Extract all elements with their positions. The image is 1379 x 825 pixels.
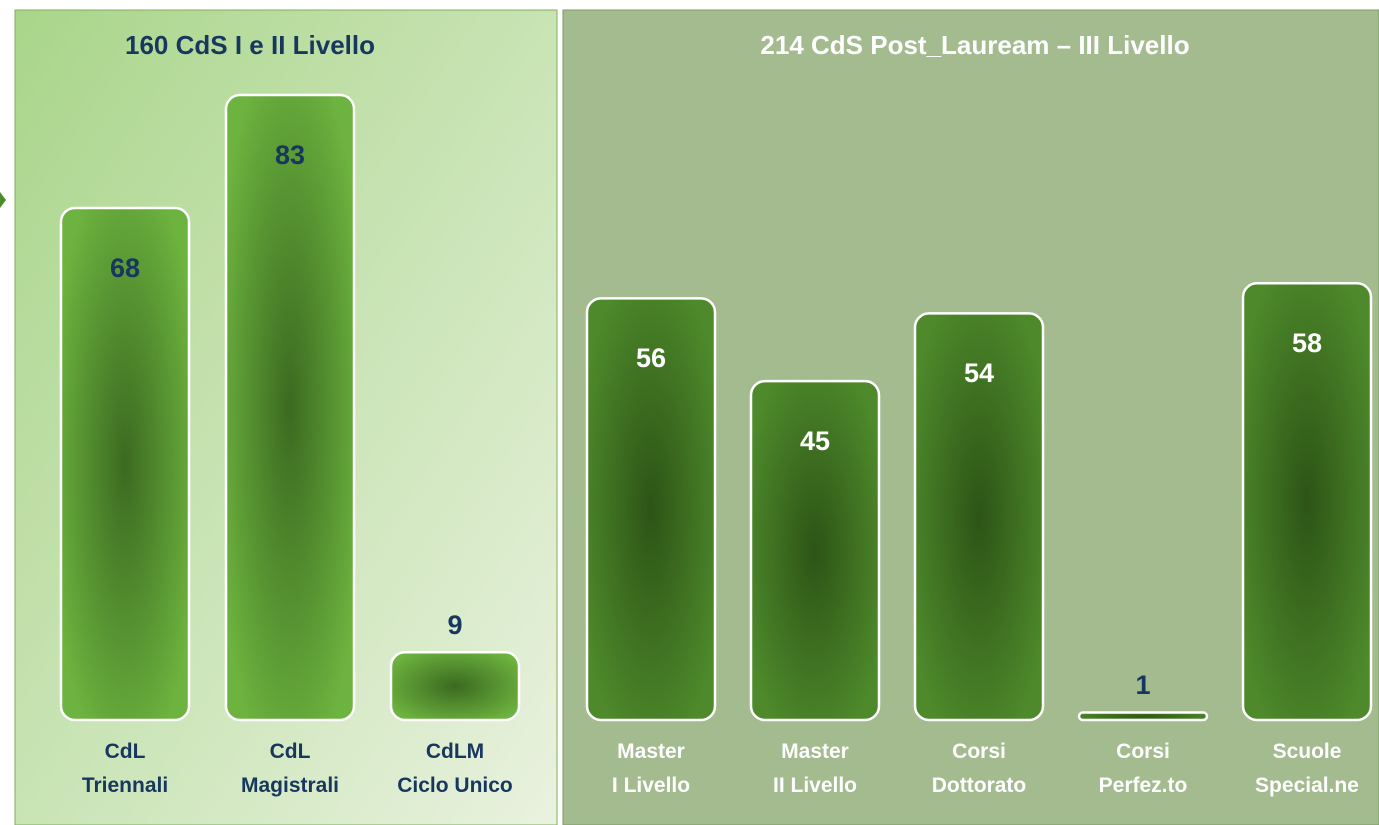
- x-tick-label: CdL Magistrali: [240, 740, 340, 797]
- x-tick-label: CdL Triennali: [81, 740, 169, 797]
- bar: [224, 93, 356, 722]
- value-label: 54: [963, 358, 995, 389]
- chart-title: 214 CdS Post_Lauream – III Livello: [760, 30, 1190, 60]
- value-label: 83: [274, 140, 306, 170]
- x-tick-label: Master I Livello: [611, 740, 691, 797]
- bar: [1077, 711, 1209, 722]
- value-label: 68: [109, 252, 141, 283]
- bar: [913, 312, 1045, 722]
- x-tick-label: CdLM Ciclo Unico: [397, 740, 513, 797]
- value-label: 1: [1135, 670, 1151, 701]
- x-tick-label: Scuole Special.ne: [1255, 740, 1359, 797]
- value-label: 56: [635, 343, 667, 374]
- arrow-decoration: [0, 192, 6, 208]
- bar: [1241, 282, 1373, 722]
- bar: [585, 297, 717, 722]
- chart-title: 160 CdS I e II Livello: [125, 30, 375, 60]
- x-tick-label: Corsi Dottorato: [931, 740, 1027, 797]
- bar: [59, 206, 191, 722]
- value-label: 45: [799, 426, 831, 457]
- bar: [389, 650, 521, 722]
- bar: [749, 379, 881, 722]
- value-label: 58: [1291, 328, 1323, 359]
- x-tick-label: Master II Livello: [772, 740, 858, 797]
- x-tick-label: Corsi Perfez.to: [1098, 740, 1188, 797]
- value-label: 9: [447, 610, 463, 641]
